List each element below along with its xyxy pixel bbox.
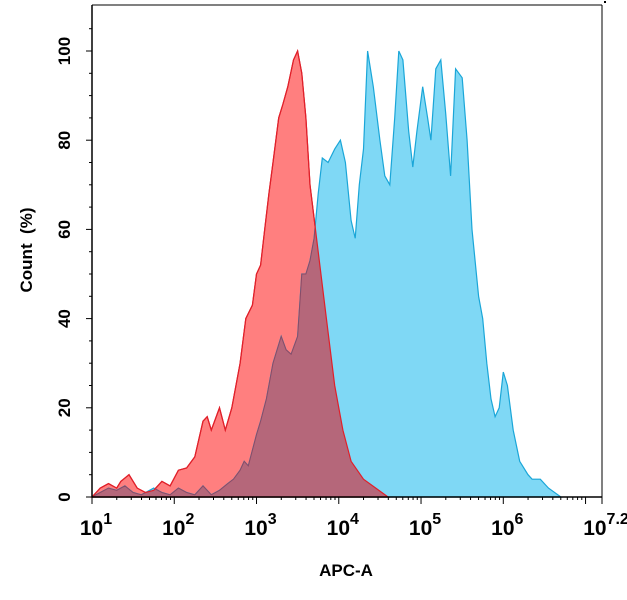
x-tick-label: 104 [327,511,359,540]
x-tick-label: 101 [80,511,112,540]
y-tick-label: 100 [55,37,74,65]
x-tick-label: 103 [244,511,276,540]
x-tick-label: 106 [491,511,523,540]
x-tick-label: 105 [409,511,441,540]
x-tick-label: 107.2 [583,511,627,540]
axes: 0 20 40 60 80 100 101 102 103 104 105 106 107.2 [55,1,627,540]
y-tick-label: 20 [55,398,74,417]
x-tick-label: 102 [162,511,194,540]
y-tick-label: 40 [55,309,74,328]
y-tick-label: 80 [55,131,74,150]
y-tick-label: 60 [55,220,74,239]
y-axis-label: Count (%) [17,208,36,293]
x-axis-label: APC-A [319,561,373,580]
y-tick-label: 0 [55,492,74,501]
